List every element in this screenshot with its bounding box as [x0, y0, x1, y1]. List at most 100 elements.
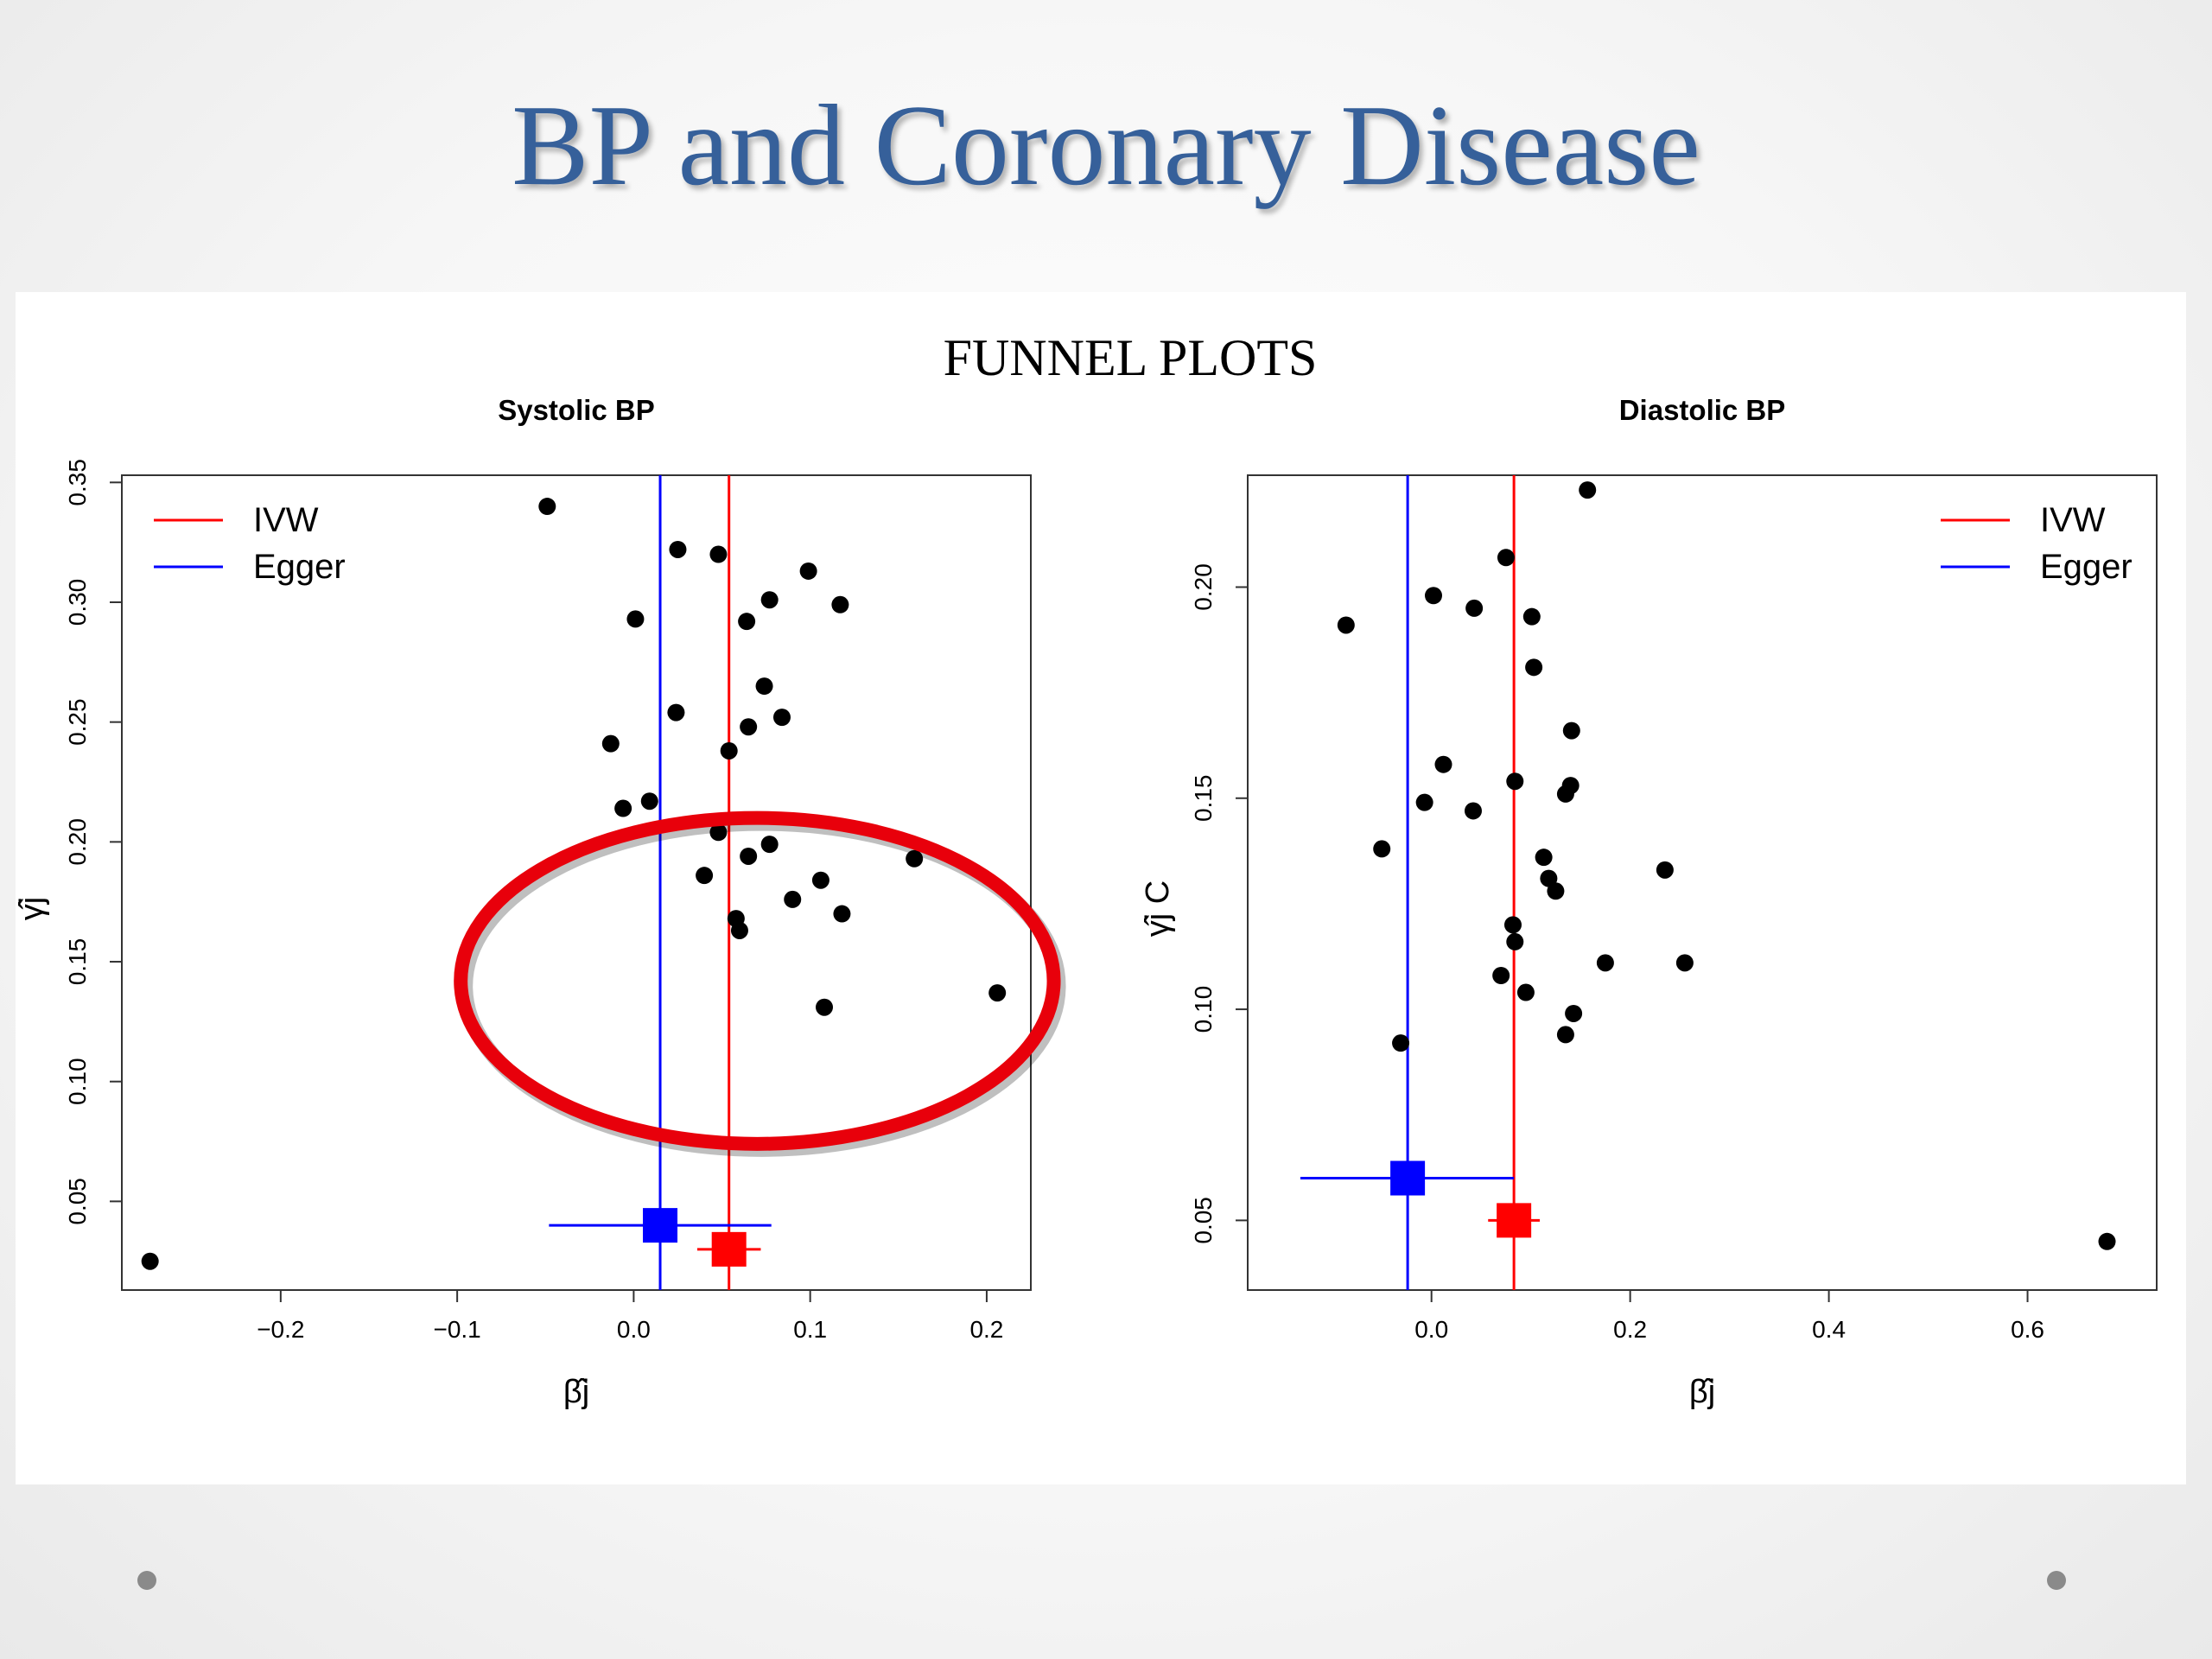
- y-tick-label: 0.05: [1190, 1197, 1217, 1244]
- data-point: [1596, 954, 1614, 972]
- x-tick-label: 0.6: [2011, 1316, 2044, 1343]
- legend-label-egger: Egger: [253, 548, 346, 586]
- nav-dot-left[interactable]: [137, 1571, 156, 1590]
- data-point: [1565, 1004, 1583, 1022]
- ivw-estimate-marker: [1497, 1203, 1532, 1238]
- x-tick-label: −0.1: [433, 1316, 480, 1343]
- legend-label-egger: Egger: [2040, 548, 2133, 586]
- highlight-ellipse: [454, 810, 1061, 1151]
- y-tick-label: 0.20: [1190, 563, 1217, 611]
- data-point: [709, 823, 728, 842]
- data-point: [2098, 1232, 2116, 1250]
- ivw-estimate-marker: [711, 1231, 747, 1267]
- x-tick-label: 0.2: [969, 1316, 1003, 1343]
- legend-label-ivw: IVW: [2040, 501, 2106, 539]
- y-tick-label: 0.10: [64, 1058, 91, 1105]
- data-point: [614, 799, 632, 817]
- y-axis-label: γ̂j: [16, 897, 50, 920]
- plot-frame: [1247, 474, 2158, 1291]
- data-point: [760, 591, 779, 609]
- data-point: [626, 610, 645, 628]
- y-tick-label: 0.20: [64, 818, 91, 866]
- data-point: [772, 709, 791, 727]
- data-point: [1675, 954, 1694, 972]
- data-point: [1434, 755, 1452, 773]
- data-point: [1562, 721, 1580, 740]
- diastolic-bp-chart: Diastolic BP 0.0 0.2 0.4 0.6 0.05 0.10 0.15 0.20…: [1140, 394, 2158, 1410]
- y-tick-label: 0.05: [64, 1178, 91, 1225]
- figure-caption: FUNNEL PLOTS: [944, 329, 1318, 386]
- data-point: [1525, 658, 1543, 677]
- data-point: [1535, 849, 1553, 867]
- data-point: [601, 734, 620, 753]
- data-point: [1424, 587, 1442, 605]
- figure-panel: FUNNEL PLOTS Systolic BP −0.2 −0.1 0.0 0.1 0.…: [16, 292, 2186, 1484]
- data-point: [1547, 882, 1565, 900]
- x-tick-label: 0.0: [617, 1316, 651, 1343]
- funnel-plots-figure: FUNNEL PLOTS Systolic BP −0.2 −0.1 0.0 0.1 0.…: [16, 329, 2158, 1410]
- plot-frame: [121, 474, 1032, 1291]
- data-point: [1497, 549, 1515, 567]
- data-point: [1516, 983, 1535, 1001]
- data-point: [1556, 1026, 1574, 1044]
- data-point: [1503, 916, 1522, 934]
- y-tick-label: 0.30: [64, 579, 91, 626]
- data-point: [738, 613, 756, 631]
- data-point: [833, 905, 851, 923]
- x-axis-label: β̂j: [1689, 1374, 1715, 1410]
- data-point: [1540, 869, 1558, 887]
- nav-dot-right[interactable]: [2047, 1571, 2066, 1590]
- data-point: [740, 718, 758, 736]
- slide-title: BP and Coronary Disease: [512, 81, 1700, 209]
- chart-title: Diastolic BP: [1619, 394, 1786, 426]
- data-point: [1579, 481, 1597, 499]
- data-point: [669, 540, 687, 558]
- data-point: [740, 847, 758, 865]
- data-point: [1656, 861, 1674, 879]
- data-point: [816, 998, 834, 1016]
- data-point: [1464, 802, 1482, 820]
- chart-title: Systolic BP: [498, 394, 655, 426]
- x-axis-label: β̂j: [563, 1374, 589, 1410]
- data-point: [1465, 599, 1484, 617]
- y-tick-label: 0.10: [1190, 986, 1217, 1033]
- data-point: [720, 741, 738, 760]
- data-point: [1522, 607, 1541, 626]
- systolic-bp-chart: Systolic BP −0.2 −0.1 0.0 0.1 0.2 0.05 0.10 0.15…: [16, 394, 1066, 1410]
- data-point: [1556, 785, 1574, 803]
- x-tick-label: −0.2: [257, 1316, 304, 1343]
- data-point: [906, 849, 924, 868]
- data-point: [141, 1252, 159, 1270]
- data-point: [730, 921, 748, 939]
- x-tick-label: 0.1: [793, 1316, 827, 1343]
- data-point: [831, 595, 849, 613]
- data-point: [1392, 1034, 1410, 1052]
- egger-estimate-marker: [643, 1208, 678, 1243]
- x-tick-label: 0.4: [1812, 1316, 1846, 1343]
- data-point: [784, 890, 802, 908]
- y-tick-label: 0.35: [64, 459, 91, 506]
- data-point: [1506, 772, 1524, 791]
- x-tick-label: 0.0: [1414, 1316, 1448, 1343]
- data-point: [640, 792, 658, 810]
- y-axis-label: γ̂j C: [1140, 880, 1176, 937]
- data-point: [799, 562, 817, 580]
- data-point: [696, 867, 714, 885]
- data-point: [988, 984, 1007, 1002]
- data-point: [760, 836, 779, 854]
- y-tick-label: 0.15: [64, 938, 91, 986]
- x-tick-label: 0.2: [1613, 1316, 1647, 1343]
- egger-estimate-marker: [1390, 1160, 1426, 1196]
- data-point: [1373, 840, 1391, 858]
- legend-label-ivw: IVW: [253, 501, 319, 539]
- data-point: [1337, 616, 1355, 634]
- data-point: [755, 677, 773, 696]
- y-tick-label: 0.15: [1190, 775, 1217, 823]
- data-point: [538, 498, 556, 516]
- data-point: [811, 871, 830, 889]
- data-point: [1506, 932, 1524, 950]
- data-point: [709, 545, 728, 563]
- data-point: [667, 703, 685, 721]
- data-point: [1415, 793, 1433, 811]
- y-tick-label: 0.25: [64, 698, 91, 746]
